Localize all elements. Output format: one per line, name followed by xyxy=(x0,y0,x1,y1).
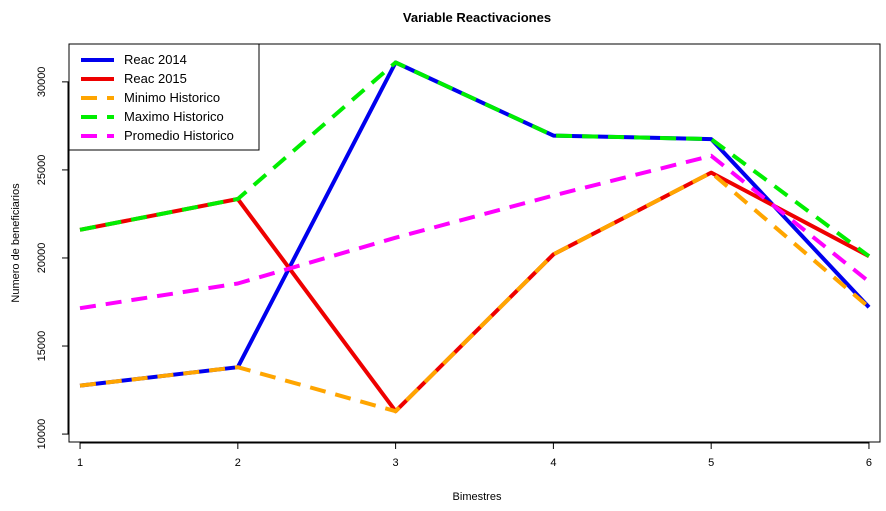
legend-label: Reac 2014 xyxy=(124,52,187,67)
y-tick-label: 30000 xyxy=(36,67,48,98)
y-tick-label: 20000 xyxy=(36,243,48,274)
x-axis: 1 2 3 4 5 6 xyxy=(77,442,872,469)
y-tick-label: 25000 xyxy=(36,155,48,186)
series-line-4 xyxy=(79,60,871,258)
legend-label: Minimo Historico xyxy=(124,90,220,105)
legend: Reac 2014 Reac 2015 Minimo Historico Maximo… xyxy=(68,43,260,151)
series-line-3 xyxy=(79,170,871,414)
legend-label: Maximo Historico xyxy=(124,109,224,124)
x-tick-label: 1 xyxy=(77,457,83,469)
series-layer xyxy=(79,60,871,414)
series-line-5 xyxy=(79,153,871,311)
legend-box xyxy=(68,43,260,151)
x-tick-label: 5 xyxy=(708,457,714,469)
x-tick-label: 2 xyxy=(235,457,241,469)
legend-label: Reac 2015 xyxy=(124,71,187,86)
series-line-2 xyxy=(79,170,870,414)
x-axis-label: Bimestres xyxy=(453,491,502,503)
x-tick-label: 4 xyxy=(550,457,556,469)
x-tick-label: 6 xyxy=(866,457,872,469)
y-tick-label: 10000 xyxy=(36,419,48,450)
y-axis-label: Numero de beneficiarios xyxy=(10,183,22,303)
chart-title: Variable Reactivaciones xyxy=(403,10,551,25)
y-tick-label: 15000 xyxy=(36,331,48,362)
y-axis: 10000 15000 20000 25000 30000 xyxy=(36,67,69,450)
legend-label: Promedio Historico xyxy=(124,128,234,143)
x-tick-label: 3 xyxy=(393,457,399,469)
plot-area-border xyxy=(68,43,881,443)
